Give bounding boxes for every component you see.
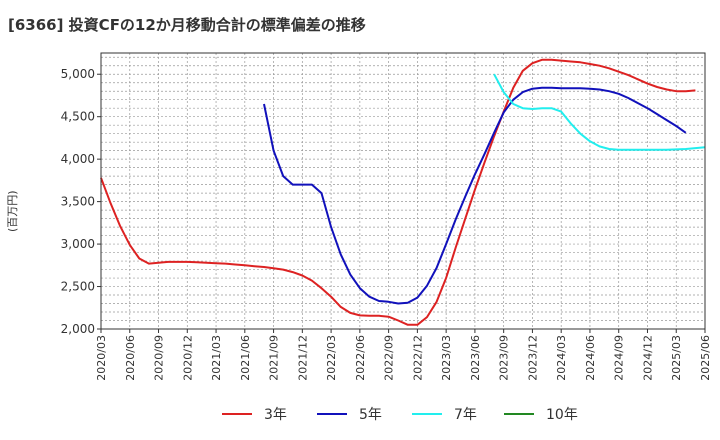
series-line-1 [263, 86, 687, 305]
legend-label-1: 5年 [359, 407, 382, 423]
x-tick-label: 2024/09 [613, 335, 626, 381]
y-tick-label: 3,500 [61, 195, 95, 209]
x-tick-label: 2020/12 [181, 335, 194, 381]
x-tick-label: 2021/12 [296, 335, 309, 381]
x-tick-label: 2021/06 [239, 335, 252, 381]
x-tick-label: 2024/12 [641, 335, 654, 381]
x-tick-label: 2023/03 [440, 335, 453, 381]
x-tick-label: 2022/12 [411, 335, 424, 381]
x-tick-label: 2022/03 [325, 335, 338, 381]
legend-label-2: 7年 [454, 407, 477, 423]
x-tick-label: 2025/06 [699, 335, 712, 381]
plot-border [100, 52, 706, 330]
legend-label-3: 10年 [546, 407, 578, 423]
chart-title: [6366] 投資CFの12か月移動合計の標準偏差の推移 [8, 16, 366, 34]
x-tick-label: 2023/06 [469, 335, 482, 381]
y-tick-label: 2,000 [61, 322, 95, 336]
y-tick-label: 4,500 [61, 110, 95, 124]
x-tick-label: 2022/06 [354, 335, 367, 381]
x-tick-label: 2023/12 [526, 335, 539, 381]
x-tick-label: 2023/09 [498, 335, 511, 381]
y-ticks: 2,000 2,500 3,000 3,500 4,000 4,500 5,000 [61, 67, 101, 336]
x-ticks: 2020/03 2020/06 2020/09 2020/12 2021/03 2021/… [95, 329, 712, 381]
x-tick-label: 2020/06 [124, 335, 137, 381]
x-tick-label: 2025/03 [670, 335, 683, 381]
x-tick-label: 2022/09 [383, 335, 396, 381]
y-tick-label: 2,500 [61, 280, 95, 294]
x-tick-label: 2021/09 [268, 335, 281, 381]
series-line-0 [100, 58, 696, 326]
y-tick-label: 4,000 [61, 152, 95, 166]
x-tick-label: 2024/06 [584, 335, 597, 381]
legend-label-0: 3年 [264, 407, 287, 423]
series-lines [100, 58, 706, 326]
y-tick-label: 5,000 [61, 67, 95, 81]
y-tick-label: 3,000 [61, 237, 95, 251]
plot-area [101, 53, 705, 329]
grid [100, 53, 706, 330]
x-tick-label: 2020/09 [153, 335, 166, 381]
series-line-2 [493, 73, 706, 151]
legend: 3年 5年 7年 10年 [222, 407, 578, 423]
x-tick-label: 2024/03 [555, 335, 568, 381]
x-tick-label: 2021/03 [210, 335, 223, 381]
plot-frame [100, 52, 706, 330]
x-tick-label: 2020/03 [95, 335, 108, 381]
